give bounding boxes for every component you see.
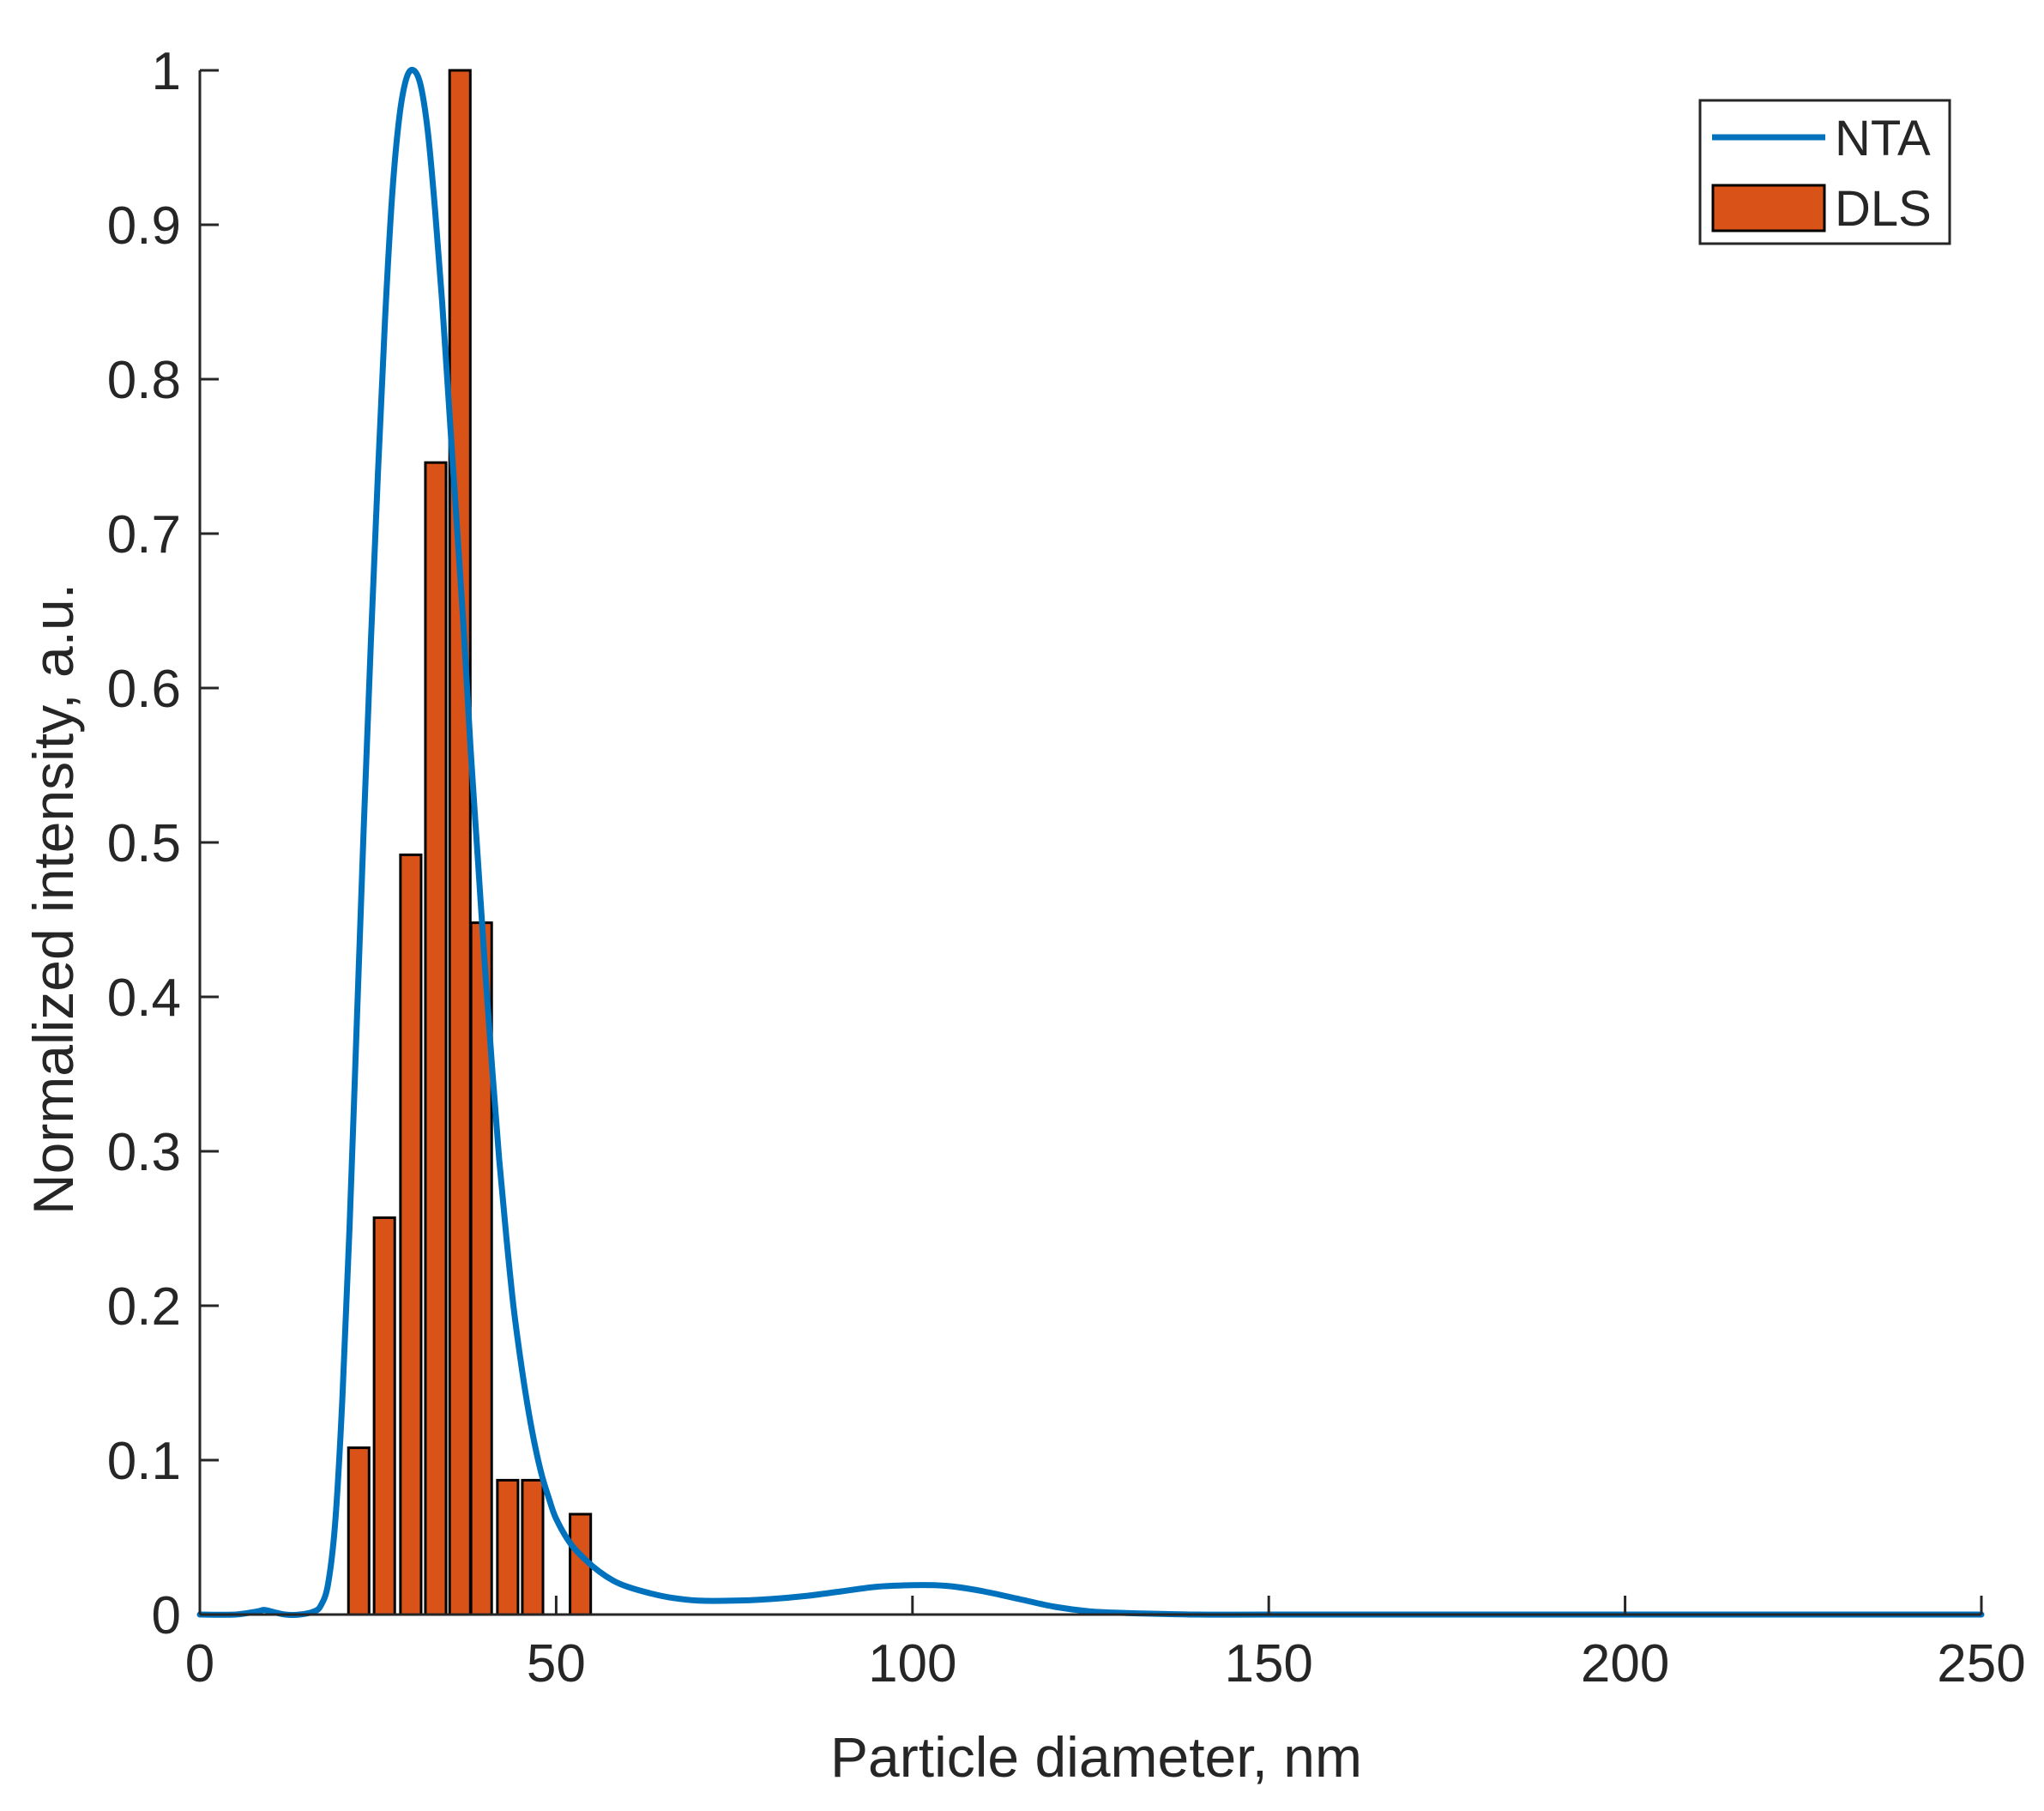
y-tick-label: 0.7 bbox=[107, 505, 181, 564]
y-ticks: 0 0.1 0.2 0.3 0.4 0.5 0.6 0.7 0.8 0.9 1 bbox=[107, 42, 219, 1645]
x-tick-label: 150 bbox=[1224, 1634, 1312, 1693]
nta-line-group bbox=[196, 67, 1985, 1618]
dls-bar bbox=[399, 853, 423, 1616]
dls-bar bbox=[372, 1216, 396, 1616]
y-tick-label: 0.2 bbox=[107, 1277, 181, 1337]
x-tick-label: 50 bbox=[527, 1634, 586, 1693]
x-axis-label: Particle diameter, nm bbox=[830, 1725, 1362, 1789]
y-tick-label: 0.4 bbox=[107, 969, 181, 1028]
dls-bar bbox=[424, 461, 448, 1616]
y-tick-label: 0.5 bbox=[107, 814, 181, 873]
dls-bars bbox=[347, 69, 593, 1616]
x-ticks: 0 50 100 150 200 250 bbox=[185, 1596, 2026, 1693]
dls-bar bbox=[448, 69, 472, 1616]
y-tick-label: 0.8 bbox=[107, 351, 181, 410]
x-tick-label: 100 bbox=[868, 1634, 956, 1693]
legend-swatch-dls bbox=[1711, 184, 1826, 232]
x-tick-label: 250 bbox=[1937, 1634, 2025, 1693]
y-tick-label: 0.1 bbox=[107, 1432, 181, 1491]
y-tick-label: 0.9 bbox=[107, 196, 181, 256]
x-tick-label: 0 bbox=[185, 1634, 214, 1693]
dls-bar bbox=[521, 1478, 545, 1616]
y-axis-label: Normalized intensity, a.u. bbox=[21, 583, 85, 1215]
y-tick-label: 0.3 bbox=[107, 1123, 181, 1182]
legend-label-dls: DLS bbox=[1835, 181, 1932, 237]
legend: NTA DLS bbox=[1698, 99, 1951, 245]
dls-bar bbox=[347, 1446, 371, 1616]
nta-line bbox=[196, 67, 1985, 1618]
y-tick-label: 0.6 bbox=[107, 660, 181, 719]
y-tick-label: 1 bbox=[152, 42, 181, 101]
legend-label-nta: NTA bbox=[1835, 111, 1931, 166]
dls-bar bbox=[496, 1478, 520, 1616]
y-tick-label: 0 bbox=[152, 1586, 181, 1645]
x-tick-label: 200 bbox=[1581, 1634, 1669, 1693]
